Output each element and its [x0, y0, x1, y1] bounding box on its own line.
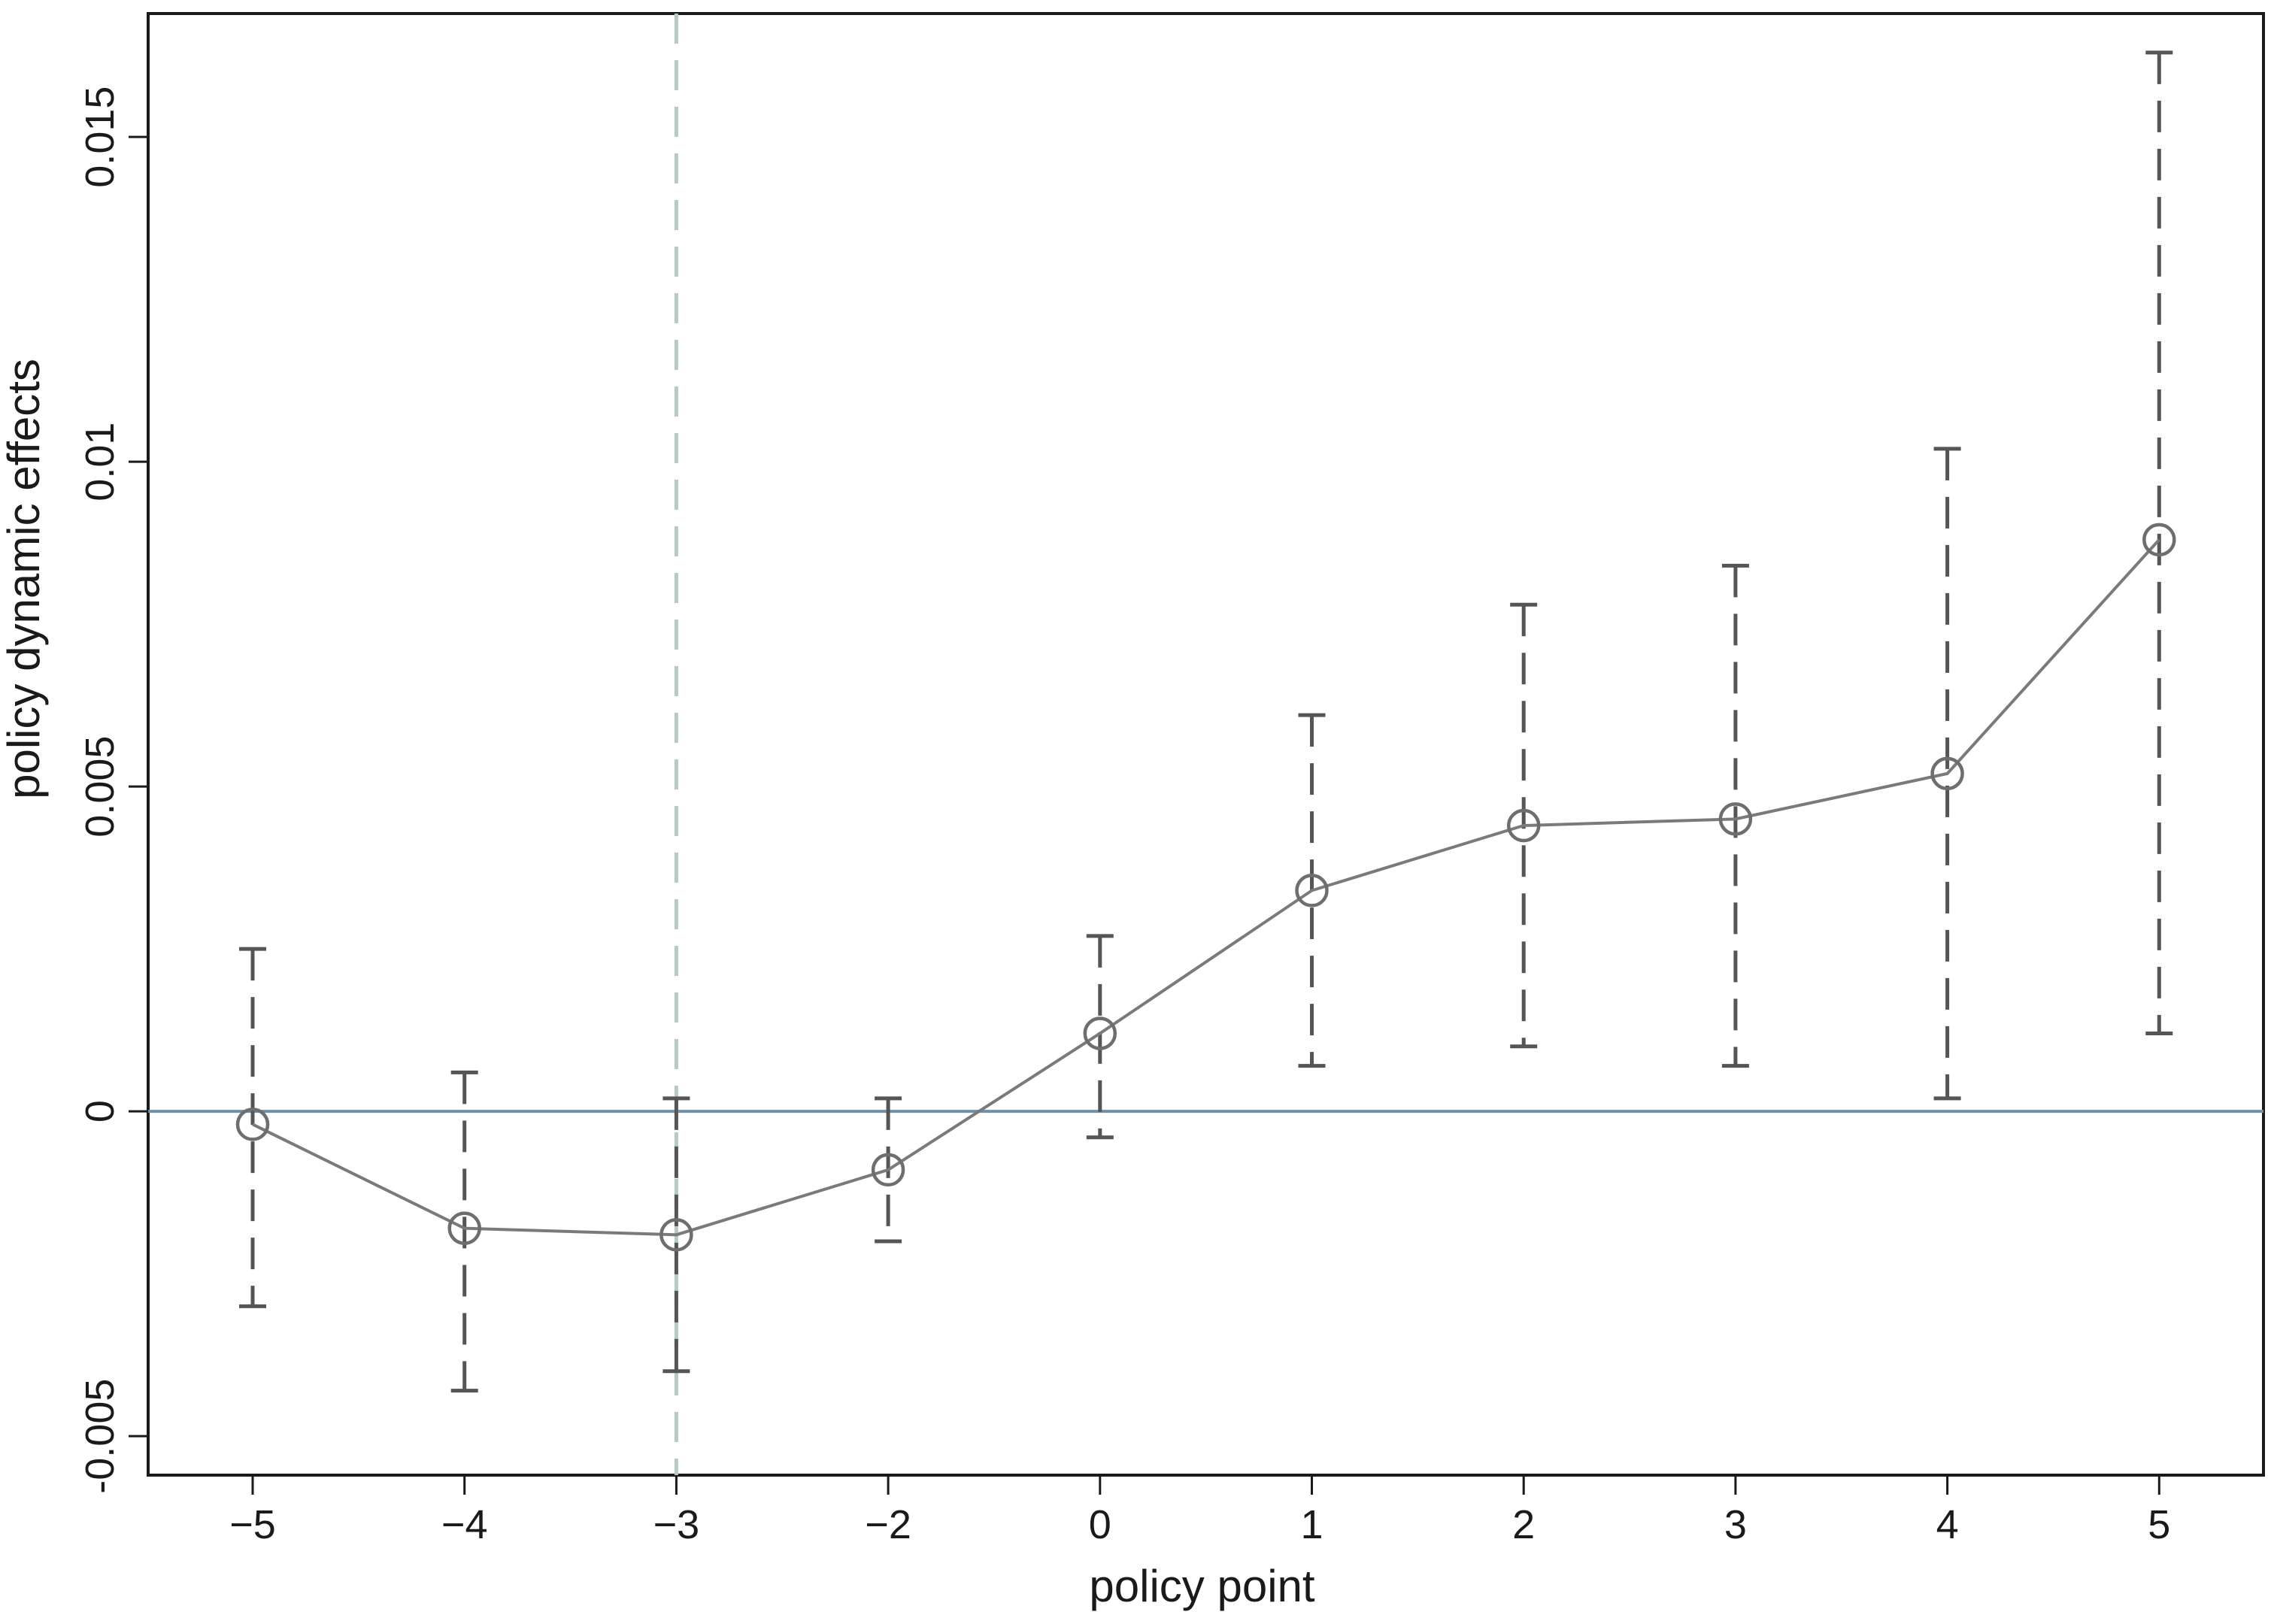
- plot-frame: [147, 12, 2265, 1477]
- estimate-point: [1930, 756, 1964, 791]
- x-tick-label: 1: [1300, 1502, 1323, 1547]
- x-tick-label: 4: [1936, 1502, 1959, 1547]
- estimate-point: [871, 1153, 905, 1187]
- x-tick-label: 5: [2148, 1502, 2170, 1547]
- estimate-point: [659, 1218, 693, 1252]
- y-tick-label: 0.005: [77, 736, 123, 838]
- estimate-point: [2142, 523, 2176, 557]
- plot-elements: -0.005 0 0.005 0.01 0.015 −5 −4 −3 −2 0 1 2 3 4 5: [77, 12, 2265, 1547]
- estimate-point: [447, 1211, 481, 1245]
- estimate-point: [1083, 1017, 1117, 1050]
- y-tick-label: -0.005: [77, 1379, 123, 1494]
- x-axis-label: policy point: [1089, 1561, 1315, 1611]
- y-tick-label: 0: [77, 1100, 123, 1123]
- estimate-point: [1506, 808, 1541, 843]
- x-tick-label: −5: [229, 1502, 276, 1547]
- y-tick-label: 0.015: [77, 86, 123, 188]
- x-tick-label: −3: [653, 1502, 700, 1547]
- estimate-point: [1718, 802, 1753, 836]
- y-tick-label: 0.01: [77, 423, 123, 501]
- estimate-point: [235, 1107, 270, 1141]
- y-axis-label: policy dynamic effects: [0, 359, 49, 799]
- x-tick-label: 2: [1512, 1502, 1535, 1547]
- x-tick-label: 0: [1089, 1502, 1111, 1547]
- estimate-line: [252, 538, 2160, 1237]
- x-tick-label: 3: [1724, 1502, 1747, 1547]
- x-tick-label: −4: [441, 1502, 488, 1547]
- x-tick-label: −2: [865, 1502, 911, 1547]
- estimate-point: [1295, 874, 1329, 907]
